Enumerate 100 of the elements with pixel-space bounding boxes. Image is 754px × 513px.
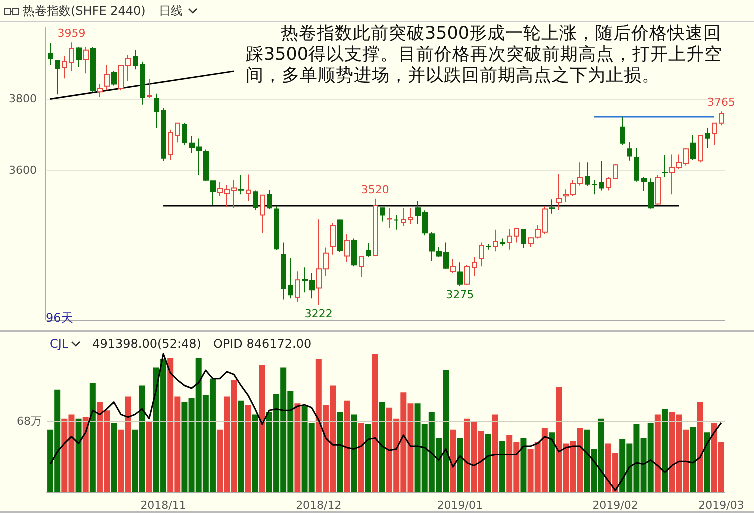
candlestick (104, 64, 110, 92)
bar (259, 365, 266, 492)
bar (450, 430, 456, 492)
candlestick (507, 228, 512, 250)
x-tick-label: 2019/02 (592, 499, 638, 512)
bar (146, 422, 152, 492)
bar (365, 424, 372, 492)
candlestick (514, 228, 519, 244)
candlestick (76, 46, 82, 68)
bar (654, 414, 661, 492)
bar (697, 402, 704, 492)
candlestick (175, 122, 180, 144)
bar (548, 432, 555, 492)
candlestick (585, 162, 590, 187)
candlestick (140, 61, 145, 106)
candlestick (634, 148, 639, 182)
candlestick (281, 242, 286, 300)
bar (520, 438, 527, 492)
candlestick (274, 206, 279, 252)
annotation: 96天 (46, 310, 74, 327)
candlestick (161, 108, 166, 162)
bar (690, 427, 696, 492)
bar (337, 412, 344, 492)
bar (252, 414, 258, 492)
candlestick (373, 198, 378, 256)
candlestick (168, 129, 173, 161)
candlestick (133, 50, 138, 70)
candlestick (62, 56, 67, 80)
chart-title: 热卷指数(SHFE 2440) (23, 3, 146, 20)
candlestick (655, 174, 661, 206)
annotation: 3222 (304, 308, 333, 321)
candlestick (620, 116, 625, 146)
candlestick (69, 42, 74, 72)
bar (662, 409, 668, 492)
bar (245, 405, 252, 492)
candlestick (690, 135, 696, 161)
candlestick (592, 180, 597, 196)
bar (485, 434, 492, 492)
candlestick (387, 208, 392, 229)
chart-subtitle: 日线 (158, 3, 183, 20)
x-tick-label: 2018/11 (140, 499, 186, 512)
annotation: 3959 (58, 27, 86, 40)
candlestick (606, 176, 611, 192)
bar (704, 432, 710, 492)
candlestick (147, 78, 152, 100)
bar (500, 440, 506, 492)
annotation: 3765 (707, 96, 736, 110)
bar (351, 414, 358, 492)
candlestick (83, 46, 89, 74)
annotation: 热卷指数此前突破3500形成一轮上涨，随后价格快速回踩3500得以支撑。目前价格再次突破前期高点，打开上升空间，多单顺势进场，并以跌回前期高点之下为止损。 (246, 24, 738, 87)
candlestick (351, 238, 357, 268)
candlestick (359, 256, 364, 278)
candlestick (549, 199, 555, 214)
candlestick (295, 271, 300, 303)
bar (379, 402, 386, 492)
candlestick (154, 93, 159, 129)
candlestick (182, 122, 187, 146)
candlestick (457, 262, 463, 287)
candlestick (493, 229, 498, 252)
chart-title: CJL (50, 337, 70, 351)
bar (76, 418, 82, 492)
candlestick (450, 258, 456, 274)
candlestick (246, 174, 251, 202)
annotation: 3520 (361, 183, 390, 196)
candlestick (698, 135, 703, 164)
text: 491398.00(52:48) (92, 337, 202, 351)
candlestick (712, 122, 717, 146)
candlestick (599, 160, 604, 192)
candlestick (408, 208, 413, 225)
candlestick (719, 111, 724, 126)
candlestick (627, 141, 632, 162)
candlestick (111, 70, 117, 86)
candlestick (464, 264, 470, 286)
candlestick (97, 84, 103, 98)
candlestick (330, 223, 336, 256)
candlestick (288, 258, 293, 300)
candlestick (613, 164, 618, 180)
candlestick (556, 174, 562, 210)
y-tick-label: 3600 (9, 164, 37, 177)
candlestick (705, 128, 710, 149)
candlestick (344, 234, 350, 262)
y-tick-label: 3800 (9, 92, 37, 106)
candlestick (486, 244, 491, 250)
candlestick (253, 190, 258, 210)
text: OPID 846172.00 (213, 337, 312, 351)
candlestick (500, 238, 505, 246)
ref-line-label: 68万 (17, 415, 42, 428)
bar (457, 438, 464, 492)
candlestick (479, 242, 484, 268)
candlestick (48, 42, 53, 66)
candlestick (55, 60, 60, 96)
candlestick (380, 208, 385, 222)
bar (82, 417, 89, 492)
candlestick (366, 242, 371, 258)
bar (358, 423, 364, 492)
candlestick (401, 208, 406, 226)
candlestick (90, 46, 96, 93)
candlestick (238, 174, 244, 196)
bar (294, 404, 301, 492)
candlestick (337, 219, 343, 253)
